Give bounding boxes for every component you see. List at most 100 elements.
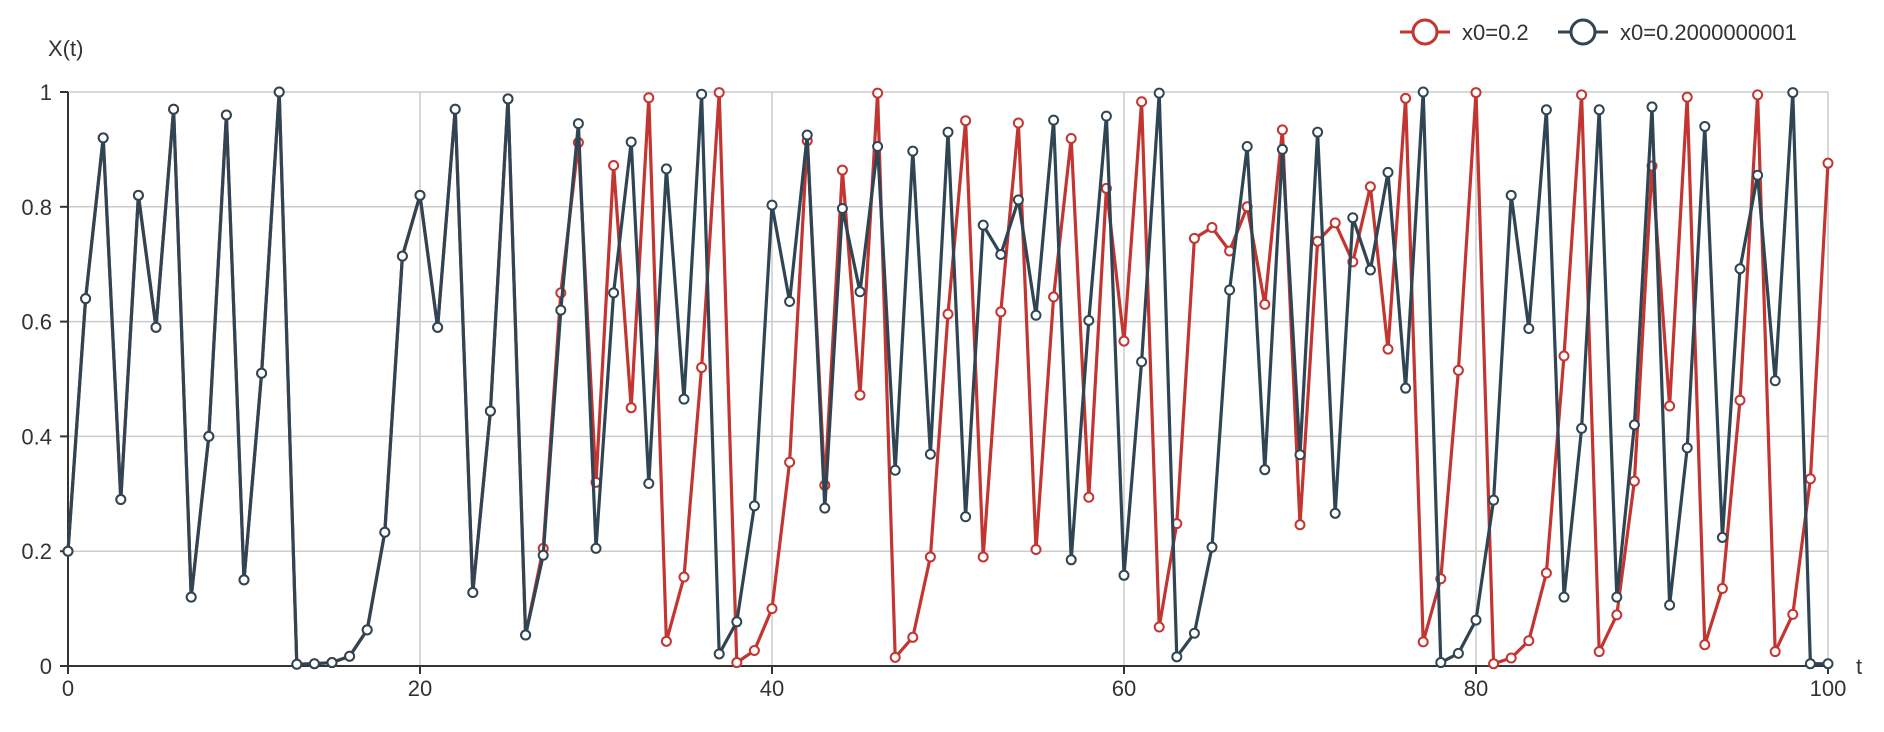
data-point[interactable] <box>1593 104 1605 116</box>
data-point[interactable] <box>555 304 567 316</box>
data-point[interactable] <box>608 287 620 299</box>
data-point[interactable] <box>1400 92 1412 104</box>
data-point[interactable] <box>80 293 92 305</box>
data-point[interactable] <box>1312 126 1324 138</box>
data-point[interactable] <box>379 526 391 538</box>
data-point[interactable] <box>1435 657 1447 669</box>
data-point[interactable] <box>1329 217 1341 229</box>
data-point[interactable] <box>1470 614 1482 626</box>
data-point[interactable] <box>1752 169 1764 181</box>
data-point[interactable] <box>361 624 373 636</box>
data-point[interactable] <box>484 405 496 417</box>
data-point[interactable] <box>1523 322 1535 334</box>
data-point[interactable] <box>731 657 743 669</box>
data-point[interactable] <box>1593 646 1605 658</box>
legend-item[interactable]: x0=0.2000000001 <box>1558 18 1797 46</box>
data-point[interactable] <box>414 189 426 201</box>
data-point[interactable] <box>854 286 866 298</box>
data-point[interactable] <box>1188 627 1200 639</box>
data-point[interactable] <box>784 296 796 308</box>
data-point[interactable] <box>1523 635 1535 647</box>
data-point[interactable] <box>995 248 1007 260</box>
data-point[interactable] <box>1769 646 1781 658</box>
data-point[interactable] <box>1100 110 1112 122</box>
data-point[interactable] <box>1329 507 1341 519</box>
data-point[interactable] <box>766 603 778 615</box>
data-point[interactable] <box>1065 554 1077 566</box>
data-point[interactable] <box>1012 194 1024 206</box>
data-point[interactable] <box>1276 124 1288 136</box>
data-point[interactable] <box>643 477 655 489</box>
data-point[interactable] <box>1822 157 1834 169</box>
data-point[interactable] <box>273 86 285 98</box>
data-point[interactable] <box>97 132 109 144</box>
data-point[interactable] <box>168 103 180 115</box>
data-point[interactable] <box>1769 375 1781 387</box>
data-point[interactable] <box>731 616 743 628</box>
data-point[interactable] <box>537 549 549 561</box>
data-point[interactable] <box>1382 166 1394 178</box>
data-point[interactable] <box>1118 569 1130 581</box>
data-point[interactable] <box>1400 382 1412 394</box>
data-point[interactable] <box>1417 636 1429 648</box>
data-point[interactable] <box>1681 91 1693 103</box>
legend-item[interactable]: x0=0.2 <box>1400 18 1529 46</box>
data-point[interactable] <box>1804 473 1816 485</box>
data-point[interactable] <box>1716 583 1728 595</box>
data-point[interactable] <box>678 393 690 405</box>
data-point[interactable] <box>748 645 760 657</box>
data-point[interactable] <box>1259 464 1271 476</box>
data-point[interactable] <box>942 308 954 320</box>
data-point[interactable] <box>748 500 760 512</box>
data-point[interactable] <box>1699 120 1711 132</box>
data-point[interactable] <box>660 635 672 647</box>
data-point[interactable] <box>1787 87 1799 99</box>
data-point[interactable] <box>836 203 848 215</box>
data-point[interactable] <box>1048 114 1060 126</box>
data-point[interactable] <box>872 141 884 153</box>
data-point[interactable] <box>203 430 215 442</box>
data-point[interactable] <box>1171 651 1183 663</box>
data-point[interactable] <box>1347 212 1359 224</box>
data-point[interactable] <box>977 219 989 231</box>
data-point[interactable] <box>1417 86 1429 98</box>
data-point[interactable] <box>572 118 584 130</box>
data-point[interactable] <box>185 591 197 603</box>
data-point[interactable] <box>1752 89 1764 101</box>
data-point[interactable] <box>115 494 127 506</box>
data-point[interactable] <box>1030 309 1042 321</box>
data-point[interactable] <box>643 92 655 104</box>
data-point[interactable] <box>1153 87 1165 99</box>
data-point[interactable] <box>1452 364 1464 376</box>
data-point[interactable] <box>713 87 725 99</box>
data-point[interactable] <box>1312 235 1324 247</box>
data-point[interactable] <box>1294 519 1306 531</box>
data-point[interactable] <box>1558 591 1570 603</box>
data-point[interactable] <box>1364 264 1376 276</box>
data-point[interactable] <box>238 574 250 586</box>
data-point[interactable] <box>1206 221 1218 233</box>
data-point[interactable] <box>1664 400 1676 412</box>
data-point[interactable] <box>1664 599 1676 611</box>
data-point[interactable] <box>1276 143 1288 155</box>
data-point[interactable] <box>1628 475 1640 487</box>
data-point[interactable] <box>660 163 672 175</box>
data-point[interactable] <box>1364 181 1376 193</box>
data-point[interactable] <box>1294 449 1306 461</box>
data-point[interactable] <box>1787 608 1799 620</box>
data-point[interactable] <box>1241 141 1253 153</box>
data-point[interactable] <box>836 164 848 176</box>
data-point[interactable] <box>1734 394 1746 406</box>
data-point[interactable] <box>1822 658 1834 670</box>
data-point[interactable] <box>784 456 796 468</box>
data-point[interactable] <box>432 321 444 333</box>
data-point[interactable] <box>396 250 408 262</box>
data-point[interactable] <box>1030 543 1042 555</box>
data-point[interactable] <box>713 648 725 660</box>
data-point[interactable] <box>449 103 461 115</box>
data-point[interactable] <box>291 658 303 670</box>
data-point[interactable] <box>1083 314 1095 326</box>
data-point[interactable] <box>150 321 162 333</box>
data-point[interactable] <box>590 542 602 554</box>
data-point[interactable] <box>942 126 954 138</box>
